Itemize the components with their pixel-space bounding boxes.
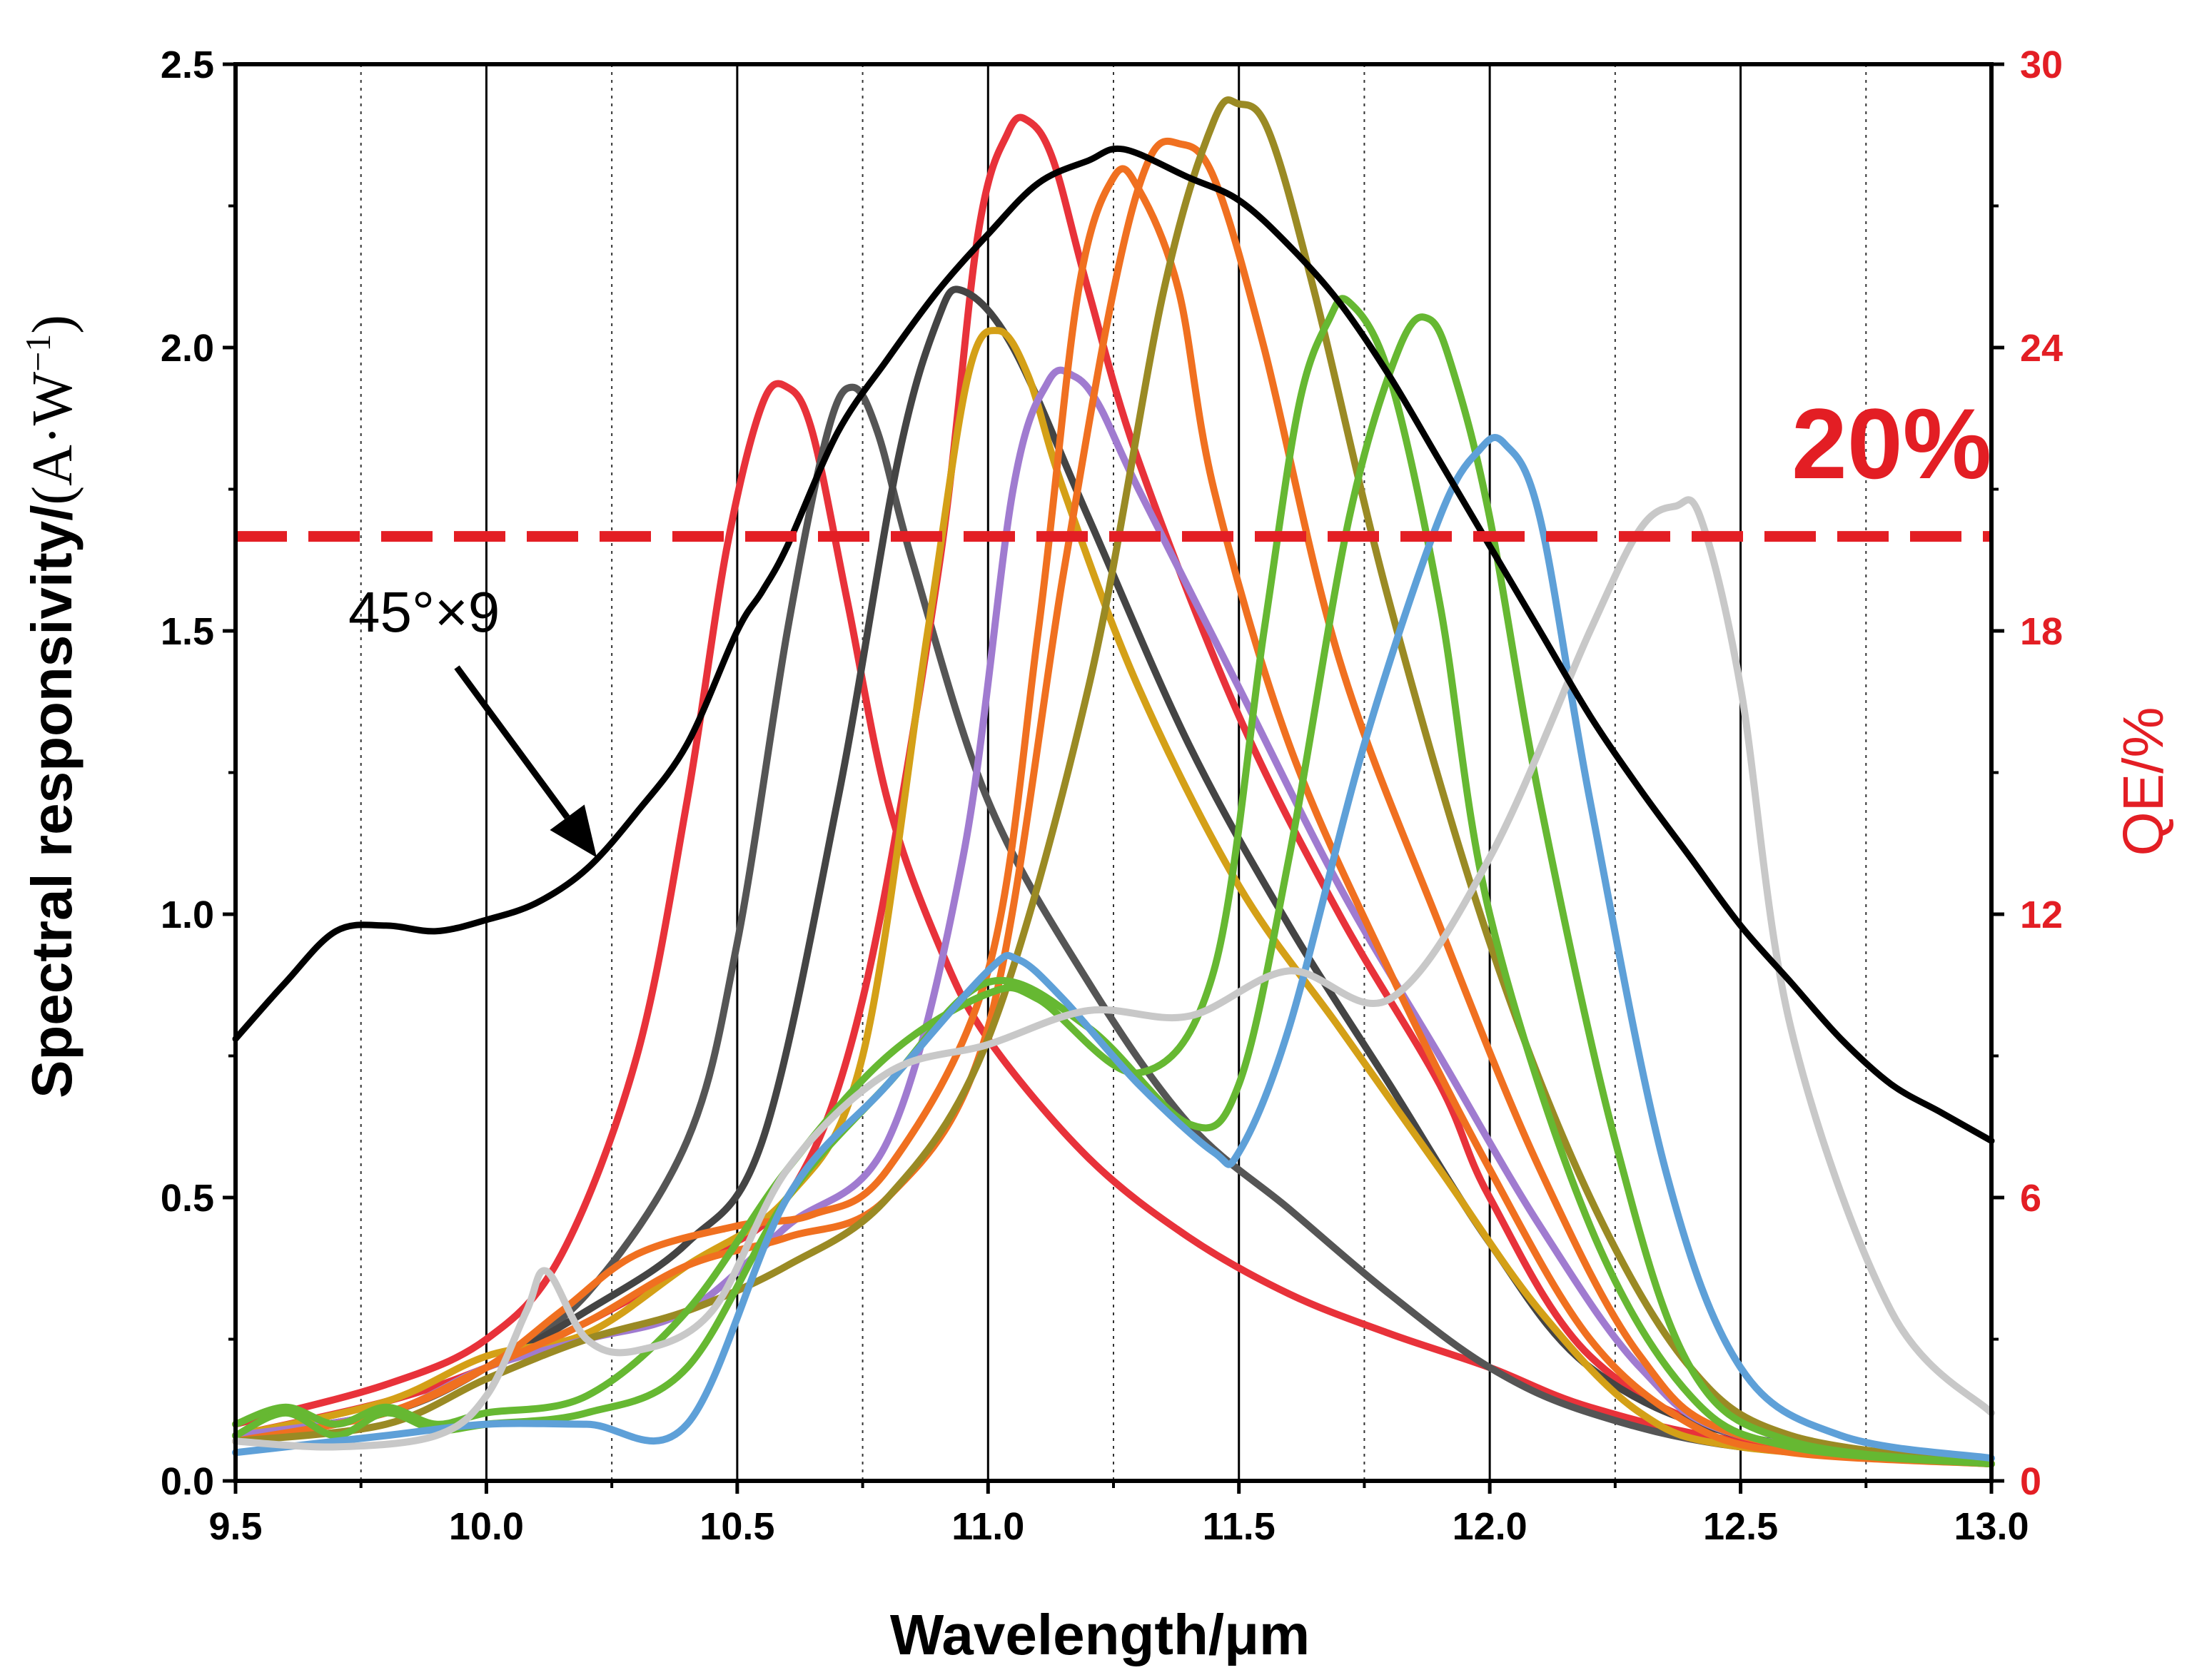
- threshold-label: 20%: [1792, 388, 1991, 500]
- annotation-arrow-line: [454, 665, 570, 819]
- x-tick-label: 12.5: [1703, 1505, 1778, 1548]
- y2-tick-label: 24: [2020, 327, 2063, 370]
- x-tick-label: 12.0: [1453, 1505, 1527, 1548]
- series-line-13: [232, 496, 1995, 1451]
- threshold-group: 20%: [236, 388, 1991, 542]
- series-line-3: [232, 113, 1995, 1468]
- y2-axis-ticks: 0 6 12 18 24 30: [1991, 44, 2063, 1503]
- y2-tick-label: 12: [2020, 894, 2063, 936]
- y-tick-label: 2.5: [161, 44, 214, 86]
- x-tick-label: 13.0: [1954, 1505, 2029, 1548]
- series-line-2: [232, 383, 1995, 1468]
- series-group: [232, 96, 1995, 1468]
- series-line-8: [232, 137, 1995, 1468]
- series-line-9: [232, 96, 1995, 1468]
- axis-titles: Wavelength/μm Spectral responsivity/(A·W…: [18, 315, 2175, 1666]
- x-axis-title: Wavelength/μm: [890, 1603, 1310, 1666]
- y-axis-title-main: Spectral responsivity/: [20, 505, 84, 1098]
- y2-tick-label: 18: [2020, 610, 2063, 653]
- x-tick-label: 9.5: [208, 1505, 262, 1548]
- y-tick-label: 1.0: [161, 894, 214, 936]
- series-line-14: [232, 145, 1995, 1145]
- annotation-group: 45°×9: [348, 580, 597, 858]
- series-line-12: [232, 434, 1995, 1462]
- annotation-label: 45°×9: [348, 580, 500, 644]
- series-line-7: [232, 165, 1995, 1468]
- annotation-arrow-head: [550, 804, 597, 858]
- y-axis-title-exponent: −1: [18, 334, 58, 372]
- series-line-5: [232, 327, 1995, 1468]
- x-tick-label: 10.5: [699, 1505, 774, 1548]
- x-tick-label: 11.5: [1203, 1505, 1276, 1548]
- y-tick-label: 1.5: [161, 610, 214, 653]
- y-axis-ticks: 0.0 0.5 1.0 1.5 2.0 2.5: [161, 44, 236, 1503]
- vertical-gridlines: [360, 64, 1867, 1481]
- x-tick-label: 11.0: [951, 1505, 1024, 1548]
- y2-axis-title: QE/%: [2111, 707, 2175, 856]
- series-line-10: [232, 295, 1995, 1468]
- y-tick-label: 2.0: [161, 327, 214, 370]
- y2-tick-label: 0: [2020, 1460, 2041, 1503]
- y-tick-label: 0.0: [161, 1460, 214, 1503]
- x-tick-label: 10.0: [449, 1505, 524, 1548]
- y2-tick-label: 6: [2020, 1177, 2041, 1220]
- y-axis-title-unit: (A·W: [21, 371, 84, 505]
- x-axis-ticks: 9.5 10.0 10.5 11.0 11.5 12.0 12.5 13.0: [208, 1481, 2029, 1548]
- y-tick-label: 0.5: [161, 1177, 214, 1220]
- y-axis-title-close: ): [21, 315, 84, 334]
- y-axis-title: Spectral responsivity/(A·W−1): [18, 315, 84, 1098]
- y2-tick-label: 30: [2020, 44, 2063, 86]
